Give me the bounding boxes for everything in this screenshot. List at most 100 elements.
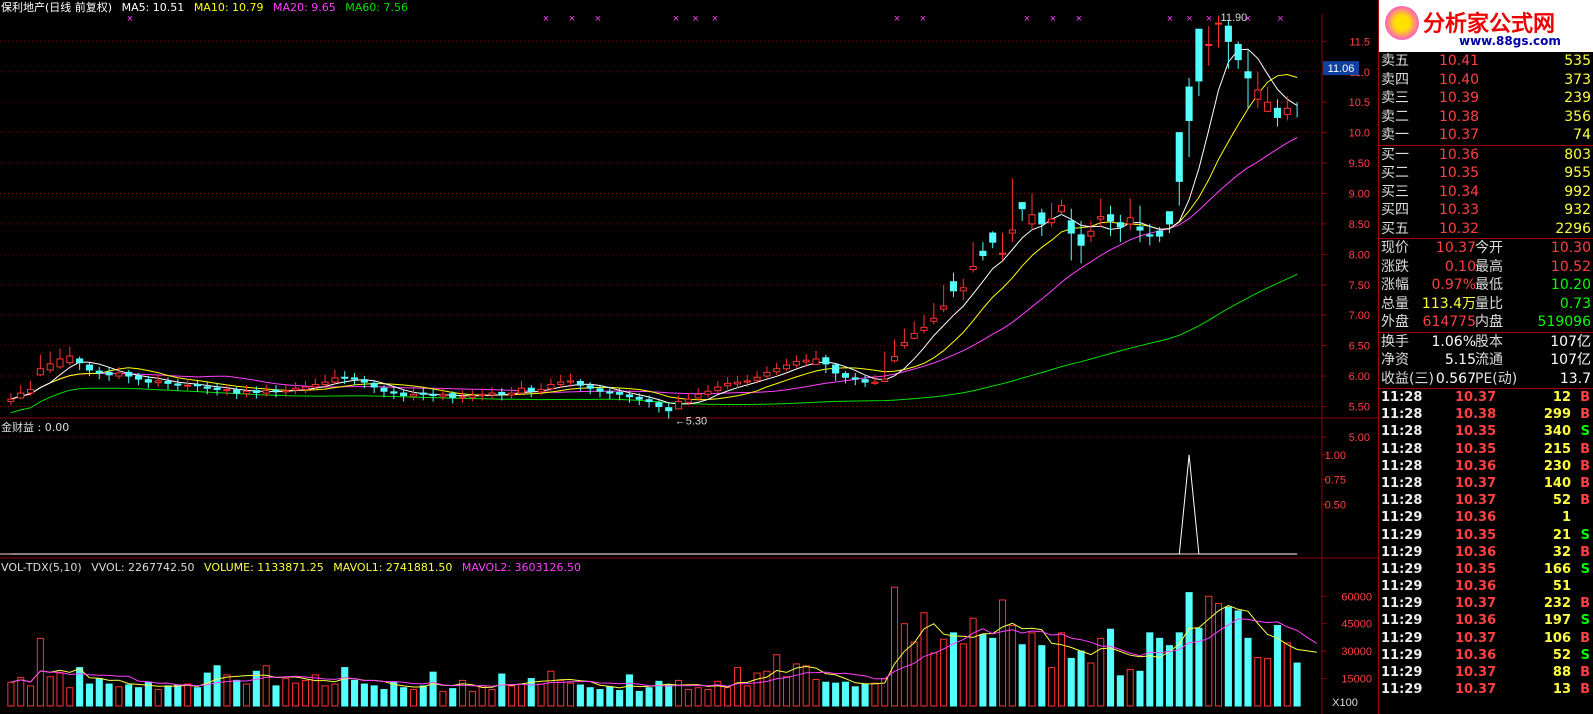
volume-bar (164, 685, 172, 707)
volume-bar (1244, 637, 1252, 707)
tick-row: 11:29 10.36 52 S (1379, 647, 1593, 664)
candle-body (1195, 28, 1203, 82)
candle-body (1205, 43, 1213, 46)
candle-body (272, 389, 280, 392)
tick-price: 10.37 (1455, 596, 1497, 612)
logo-name: 分析家公式网 (1423, 12, 1556, 37)
candle-body (1254, 89, 1262, 100)
candle-body (537, 388, 545, 393)
tick-price: 10.35 (1455, 424, 1497, 440)
tick-time: 11:29 (1381, 510, 1423, 526)
signal-marker: × (1076, 13, 1082, 25)
candle-body (822, 357, 830, 365)
ask-volume: 373 (1564, 71, 1591, 88)
candle-body (635, 396, 643, 400)
candle-body (714, 386, 722, 392)
tick-price: 10.36 (1455, 579, 1497, 595)
stat-row: 涨幅 0.97% 最低 10.20 (1379, 276, 1593, 295)
bid-row: 买一 10.36 803 (1379, 146, 1593, 165)
volume-bar (704, 689, 712, 707)
candle-body (1175, 132, 1183, 182)
volume-bar (380, 689, 388, 707)
tick-row: 11:29 10.35 21 S (1379, 527, 1593, 544)
stat-value: 1.06% (1431, 333, 1476, 350)
candle-body (498, 391, 506, 395)
candle-body (468, 394, 476, 398)
candle-body (606, 391, 614, 394)
candle-body (861, 379, 869, 383)
stat-label: 今开 (1475, 240, 1503, 256)
tick-direction: B (1580, 493, 1590, 509)
volume-bar (301, 679, 309, 707)
volume-bar (773, 654, 781, 707)
signal-marker: × (1277, 13, 1283, 25)
candle-body (557, 381, 565, 386)
volume-bar (174, 684, 182, 707)
volume-bar (1116, 675, 1124, 707)
ask-label: 卖三 (1381, 90, 1409, 106)
candle-body (1244, 71, 1252, 79)
volume-bar (272, 685, 280, 707)
candle-body (233, 389, 241, 394)
volume-bar (665, 684, 673, 707)
candle-body (164, 381, 172, 384)
volume-bar (1136, 670, 1144, 707)
candle-body (311, 384, 319, 388)
volume-bar (871, 682, 879, 707)
candle-body (1038, 212, 1046, 225)
volume-bar (714, 680, 722, 707)
volume-tick-label: 15000 (1341, 674, 1372, 686)
volume-bar (223, 674, 231, 707)
tick-row: 11:28 10.37 52 B (1379, 492, 1593, 509)
candle-body (46, 363, 54, 371)
volume-bar (243, 683, 251, 707)
stat-row: 外盘 614775 内盘 519096 (1379, 313, 1593, 332)
tick-list[interactable]: 11:28 10.37 12 B 11:28 10.38 299 B 11:28 10.35 340… (1379, 389, 1593, 698)
volume-bar (184, 683, 192, 707)
volume-bar (1215, 603, 1223, 707)
volume-bar (1028, 632, 1036, 707)
stat-row: 总量 113.4万 量比 0.73 (1379, 295, 1593, 314)
price-tick-label: 7.50 (1349, 280, 1370, 292)
candle-body (733, 381, 741, 385)
tick-volume: 51 (1552, 579, 1571, 595)
chart-svg[interactable]: 5.00 5.50 6.00 6.50 7.00 7.50 8.00 8.50 9.00 9.50… (0, 0, 1378, 714)
price-tick-label: 5.00 (1349, 432, 1370, 444)
candle-body (1126, 217, 1134, 225)
volume-bar (400, 687, 408, 707)
volume-bar (213, 665, 221, 707)
stat-label: 涨幅 (1381, 277, 1409, 293)
signal-marker: × (692, 13, 698, 25)
volume-bar (1107, 628, 1115, 707)
bid-price: 10.33 (1439, 202, 1480, 218)
ask-label: 卖五 (1381, 53, 1409, 69)
volume-unit-label: X100 (1332, 697, 1358, 709)
tick-time: 11:29 (1381, 561, 1423, 577)
stat-label: 现价 (1381, 240, 1409, 256)
ask-label: 卖四 (1381, 71, 1409, 88)
volume-bar (1156, 637, 1164, 707)
signal-marker: × (543, 13, 549, 25)
candle-body (527, 387, 535, 392)
candle-body (1097, 216, 1105, 220)
candle-body (301, 386, 309, 390)
candle-body (478, 393, 486, 396)
tick-time: 11:29 (1381, 544, 1423, 560)
volume-bar (930, 652, 938, 707)
ask-price: 10.37 (1439, 127, 1480, 143)
tick-volume: 340 (1543, 424, 1571, 440)
volume-bar (292, 682, 300, 707)
bid-price: 10.32 (1439, 220, 1480, 237)
volume-bar (763, 670, 771, 707)
volume-bar (1224, 606, 1232, 707)
kline-chart-area[interactable]: 5.00 5.50 6.00 6.50 7.00 7.50 8.00 8.50 9.00 9.50… (0, 0, 1378, 714)
bid-volume: 932 (1564, 202, 1591, 218)
candle-body (105, 371, 113, 376)
candle-body (832, 364, 840, 374)
stat-label: 换手 (1381, 333, 1409, 350)
high-annotation: 11.90 (1221, 12, 1248, 24)
tick-price: 10.37 (1455, 630, 1497, 646)
tick-volume: 140 (1543, 475, 1571, 491)
tick-direction: B (1580, 682, 1590, 698)
volume-bar (606, 686, 614, 707)
